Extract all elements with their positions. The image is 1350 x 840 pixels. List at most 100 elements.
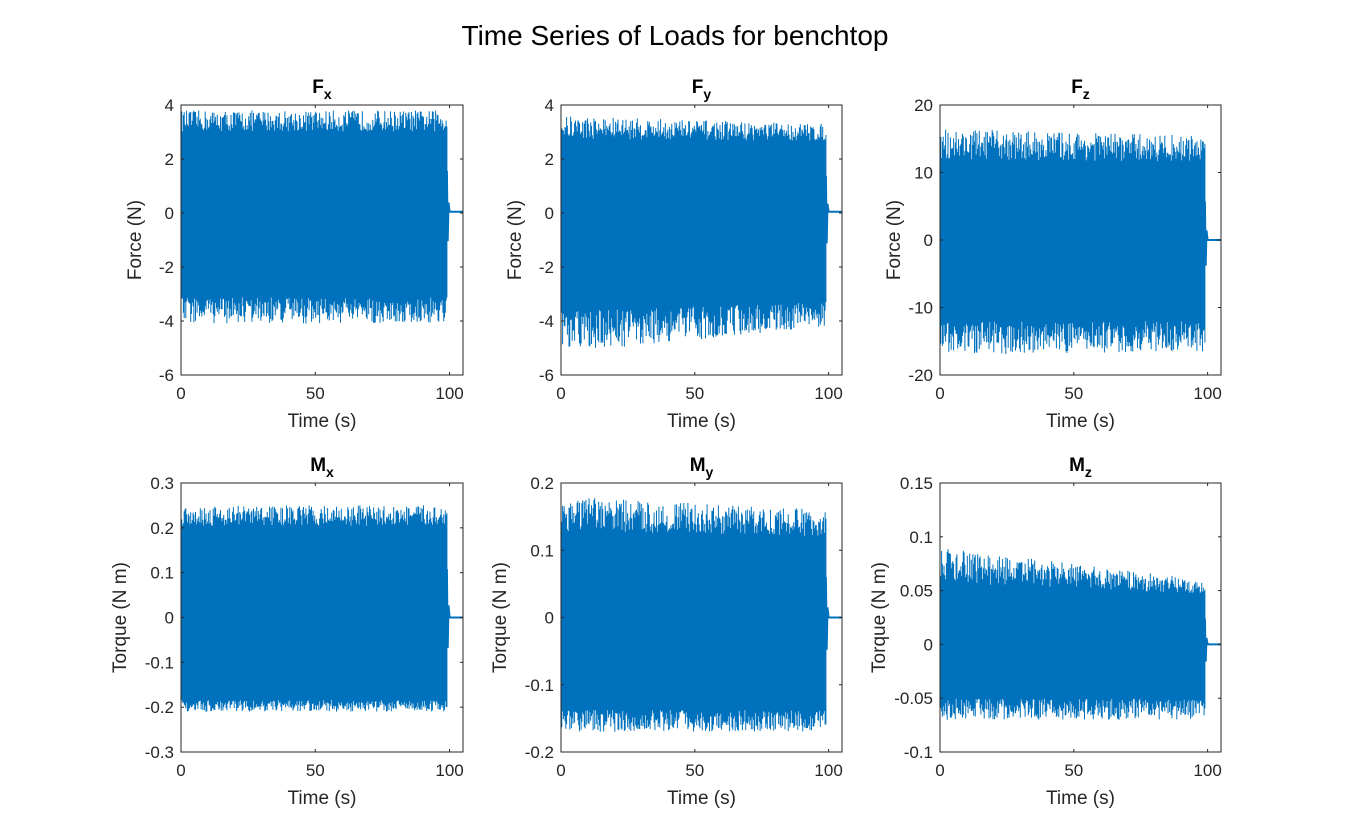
x-tick-label: 50 xyxy=(685,384,704,403)
y-tick-label: -10 xyxy=(908,299,933,318)
x-axis-label: Time (s) xyxy=(667,411,736,432)
x-tick-label: 0 xyxy=(176,384,185,403)
x-tick-label: 100 xyxy=(814,761,842,780)
signal-tail xyxy=(445,569,463,649)
subplot-5: 0 50 100 -0.2 -0.1 0 0.1 0.2 Time (s) Torque (N m… xyxy=(490,455,843,809)
y-tick-label: 0 xyxy=(165,204,174,223)
y-tick-label: 0.1 xyxy=(530,541,554,560)
subplot-title: My xyxy=(690,455,714,480)
subplot-title: Mz xyxy=(1069,455,1092,480)
x-axis-label: Time (s) xyxy=(288,411,357,432)
y-tick-label: -6 xyxy=(159,366,174,385)
y-tick-label: 0.1 xyxy=(909,528,933,547)
x-tick-label: 0 xyxy=(935,384,944,403)
x-tick-label: 50 xyxy=(306,761,325,780)
y-axis-label: Force (N) xyxy=(505,200,526,280)
x-tick-label: 100 xyxy=(814,384,842,403)
series-signal xyxy=(181,110,463,324)
series-signal xyxy=(561,498,842,732)
signal-tail xyxy=(824,577,842,650)
y-tick-label: -0.1 xyxy=(145,653,174,672)
subplot-title: Fy xyxy=(692,77,712,102)
signal-tail xyxy=(824,175,842,244)
x-axis-label: Time (s) xyxy=(667,788,736,809)
y-axis-label: Torque (N m) xyxy=(110,562,131,673)
subplot-2: 0 50 100 -6 -4 -2 0 2 4 Time (s) Force (N) Fy xyxy=(505,77,843,432)
subplot-4: 0 50 100 -0.3 -0.2 -0.1 0 0.1 0.2 0.3 Time (s) Torq… xyxy=(110,455,464,809)
signal-core-band xyxy=(181,536,447,694)
y-tick-label: 2 xyxy=(545,150,554,169)
signal-core-band xyxy=(181,142,447,284)
x-axis-label: Time (s) xyxy=(1046,788,1115,809)
y-tick-label: 4 xyxy=(545,96,554,115)
y-tick-label: -4 xyxy=(159,312,174,331)
y-tick-label: 0 xyxy=(165,609,174,628)
x-axis-label: Time (s) xyxy=(1046,411,1115,432)
y-tick-label: -6 xyxy=(539,366,554,385)
y-tick-label: -2 xyxy=(159,258,174,277)
y-tick-label: 10 xyxy=(914,164,933,183)
y-tick-label: 0.1 xyxy=(150,564,174,583)
signal-core-band xyxy=(561,550,826,699)
y-tick-label: -0.2 xyxy=(525,743,554,762)
subplot-6: 0 50 100 -0.1 -0.05 0 0.05 0.1 0.15 Time (s) Torqu… xyxy=(869,455,1222,809)
y-tick-label: 0 xyxy=(545,609,554,628)
x-tick-label: 100 xyxy=(1193,761,1221,780)
series-signal xyxy=(181,505,463,712)
signal-core-band xyxy=(940,601,1205,688)
x-tick-label: 50 xyxy=(1064,761,1083,780)
axes-box xyxy=(180,104,464,376)
series-signal xyxy=(940,549,1221,720)
y-tick-label: 0 xyxy=(924,635,933,654)
y-tick-label: 0 xyxy=(545,204,554,223)
subplot-title: Fx xyxy=(312,77,332,102)
y-tick-label: 0 xyxy=(924,231,933,250)
x-tick-label: 0 xyxy=(556,384,565,403)
signal-tail xyxy=(1203,201,1221,266)
x-tick-label: 100 xyxy=(435,761,463,780)
y-tick-label: 0.2 xyxy=(150,519,174,538)
signal-core-band xyxy=(561,150,826,289)
series-signal xyxy=(940,129,1221,354)
y-tick-label: 20 xyxy=(914,96,933,115)
y-tick-label: -0.3 xyxy=(145,743,174,762)
y-tick-label: -0.2 xyxy=(145,698,174,717)
y-tick-label: -0.1 xyxy=(525,676,554,695)
y-tick-label: 0.3 xyxy=(150,474,174,493)
subplot-title: Fz xyxy=(1071,77,1090,102)
y-tick-label: -2 xyxy=(539,258,554,277)
signal-tail xyxy=(1203,618,1221,662)
signal-core-band xyxy=(940,175,1205,305)
y-tick-label: 0.05 xyxy=(900,582,933,601)
signal-tail xyxy=(445,170,463,242)
figure-title: Time Series of Loads for benchtop xyxy=(462,20,889,51)
x-tick-label: 50 xyxy=(685,761,704,780)
x-tick-label: 50 xyxy=(1064,384,1083,403)
y-tick-label: -20 xyxy=(908,366,933,385)
x-tick-label: 100 xyxy=(435,384,463,403)
y-tick-label: 4 xyxy=(165,96,174,115)
y-tick-label: 0.2 xyxy=(530,474,554,493)
y-tick-label: -4 xyxy=(539,312,554,331)
x-tick-label: 50 xyxy=(306,384,325,403)
subplot-3: 0 50 100 -20 -10 0 10 20 Time (s) Force (N) Fz xyxy=(884,77,1222,432)
subplot-title: Mx xyxy=(310,455,334,480)
axes-box xyxy=(560,104,843,376)
y-axis-label: Torque (N m) xyxy=(490,562,511,673)
x-axis-label: Time (s) xyxy=(288,788,357,809)
y-tick-label: -0.05 xyxy=(894,689,933,708)
y-tick-label: 2 xyxy=(165,150,174,169)
series-signal xyxy=(561,116,842,348)
axes-box xyxy=(939,482,1222,753)
y-tick-label: 0.15 xyxy=(900,474,933,493)
x-tick-label: 100 xyxy=(1193,384,1221,403)
x-tick-label: 0 xyxy=(935,761,944,780)
y-axis-label: Force (N) xyxy=(884,200,905,280)
y-axis-label: Torque (N m) xyxy=(869,562,890,673)
y-axis-label: Force (N) xyxy=(125,200,146,280)
subplot-1: 0 50 100 -6 -4 -2 0 2 4 Time (s) Force (N) Fx xyxy=(125,77,464,432)
x-tick-label: 0 xyxy=(176,761,185,780)
x-tick-label: 0 xyxy=(556,761,565,780)
